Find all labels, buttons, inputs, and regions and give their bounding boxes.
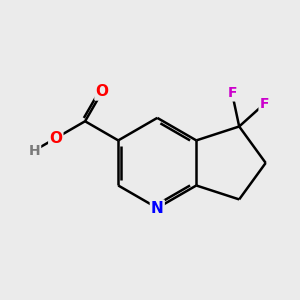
Text: F: F [260,97,269,111]
Text: N: N [151,200,164,215]
Text: H: H [28,144,40,158]
Text: O: O [95,85,109,100]
Text: F: F [227,86,237,100]
Text: O: O [49,131,62,146]
